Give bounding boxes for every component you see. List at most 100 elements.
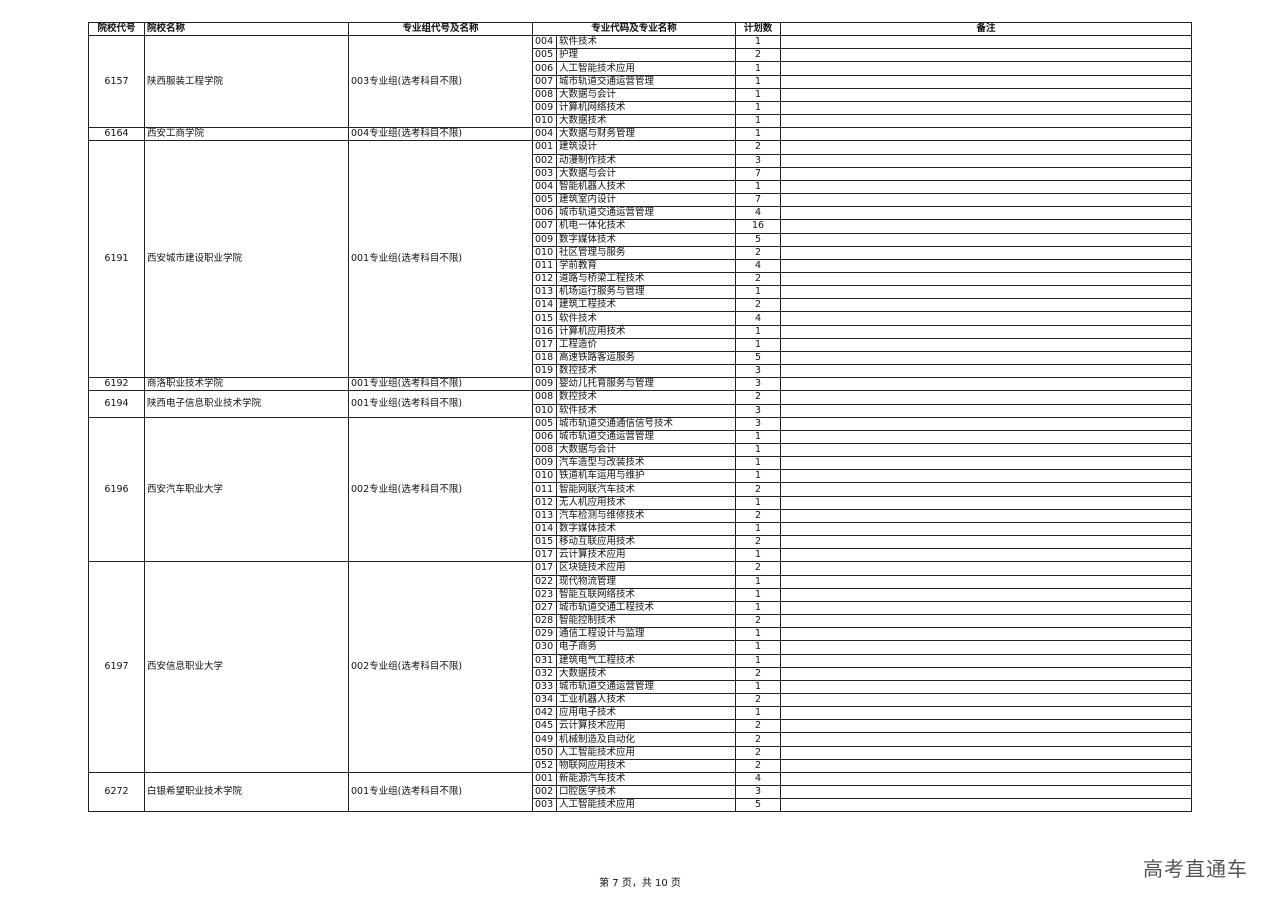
major-code: 003 <box>532 798 557 813</box>
plan-count: 2 <box>735 719 782 734</box>
college-code: 6157 <box>88 35 145 129</box>
note <box>780 719 1193 734</box>
table-row: 019 数控技术 3 <box>89 364 1193 379</box>
major-name: 机电一体化技术 <box>555 219 737 234</box>
major-code: 013 <box>532 508 557 523</box>
plan-count: 4 <box>735 771 782 787</box>
major-name: 移动互联应用技术 <box>555 535 737 550</box>
note <box>780 311 1193 326</box>
major-code: 010 <box>532 403 557 418</box>
college-name: 白银希望职业技术学院 <box>144 771 349 813</box>
major-name: 智能互联网络技术 <box>555 587 737 602</box>
major-code: 016 <box>532 324 557 339</box>
table-row: 6164 西安工商学院 004专业组(选考科目不限) 004 大数据与财务管理 1 <box>88 127 1193 142</box>
plan-count: 5 <box>735 798 782 813</box>
major-name: 汽车造型与改装技术 <box>555 456 737 471</box>
college-code: 6194 <box>88 390 145 418</box>
note <box>780 706 1193 721</box>
note <box>780 206 1193 221</box>
note <box>780 87 1193 102</box>
note <box>780 732 1193 747</box>
college-name: 西安信息职业大学 <box>144 561 349 773</box>
major-code: 017 <box>532 561 557 576</box>
major-name: 工业机器人技术 <box>555 692 737 708</box>
major-group: 003专业组(选考科目不限) <box>348 35 533 129</box>
note <box>780 429 1193 445</box>
note <box>780 600 1193 616</box>
note <box>780 692 1193 708</box>
plan-count: 1 <box>735 429 782 445</box>
major-name: 铁道机车运用与维护 <box>555 469 737 484</box>
table-row: 014 数字媒体技术 1 <box>89 521 1193 537</box>
major-code: 008 <box>532 87 557 102</box>
plan-count: 2 <box>735 614 782 629</box>
major-code: 015 <box>532 535 557 550</box>
major-name: 社区管理与服务 <box>555 245 737 260</box>
major-name: 大数据与会计 <box>555 442 737 458</box>
major-code: 027 <box>532 600 557 616</box>
admission-plan-table: 院校代号 院校名称 专业组代号及名称 专业代码及专业名称 计划数 备注 6157… <box>88 21 1193 813</box>
major-code: 030 <box>532 640 557 655</box>
plan-count: 1 <box>735 324 782 339</box>
major-name: 云计算技术应用 <box>555 548 737 563</box>
table-row: 002 口腔医学技术 3 <box>89 785 1193 800</box>
plan-count: 2 <box>735 535 782 550</box>
header-major: 专业代码及专业名称 <box>531 21 737 37</box>
major-name: 城市轨道交通运营管理 <box>555 429 737 445</box>
major-code: 045 <box>532 719 557 734</box>
major-code: 005 <box>532 193 557 208</box>
note <box>780 521 1193 537</box>
major-name: 计算机网络技术 <box>555 100 737 116</box>
plan-count: 2 <box>735 48 782 63</box>
plan-count: 1 <box>735 87 782 102</box>
plan-count: 1 <box>735 679 782 694</box>
note <box>780 627 1193 642</box>
plan-count: 1 <box>735 35 782 50</box>
major-name: 计算机应用技术 <box>555 324 737 339</box>
note <box>780 653 1193 668</box>
major-group: 002专业组(选考科目不限) <box>348 416 533 563</box>
plan-count: 3 <box>735 416 782 431</box>
major-name: 人工智能技术应用 <box>555 61 737 76</box>
plan-count: 1 <box>735 127 782 142</box>
plan-count: 2 <box>735 298 782 313</box>
major-name: 大数据与会计 <box>555 87 737 102</box>
plan-count: 3 <box>735 153 782 168</box>
note <box>780 258 1193 273</box>
college-name: 陕西电子信息职业技术学院 <box>144 390 349 418</box>
plan-count: 1 <box>735 495 782 510</box>
major-code: 008 <box>532 390 557 405</box>
note <box>780 548 1193 563</box>
major-name: 智能控制技术 <box>555 614 737 629</box>
major-code: 010 <box>532 469 557 484</box>
note <box>780 469 1193 484</box>
major-code: 007 <box>532 219 557 234</box>
note <box>780 508 1193 523</box>
note <box>780 785 1193 800</box>
college-name: 陕西服装工程学院 <box>144 35 349 129</box>
note <box>780 416 1193 431</box>
table-row: 032 大数据技术 2 <box>89 666 1193 681</box>
major-code: 009 <box>532 377 557 392</box>
major-code: 012 <box>532 271 557 287</box>
table-row: 023 智能互联网络技术 1 <box>89 587 1193 602</box>
major-code: 023 <box>532 587 557 602</box>
major-name: 新能源汽车技术 <box>555 771 737 787</box>
major-name: 应用电子技术 <box>555 706 737 721</box>
note <box>780 193 1193 208</box>
page-number: 第 7 页，共 10 页 <box>599 878 681 889</box>
major-name: 数控技术 <box>555 390 737 405</box>
major-name: 人工智能技术应用 <box>555 798 737 813</box>
major-name: 婴幼儿托育服务与管理 <box>555 377 737 392</box>
major-code: 050 <box>532 745 557 760</box>
note <box>780 745 1193 760</box>
major-name: 工程造价 <box>555 337 737 352</box>
major-code: 001 <box>532 140 557 155</box>
plan-count: 4 <box>735 258 782 273</box>
plan-count: 3 <box>735 364 782 379</box>
note <box>780 798 1193 813</box>
note <box>780 456 1193 471</box>
major-name: 云计算技术应用 <box>555 719 737 734</box>
major-code: 013 <box>532 285 557 300</box>
major-name: 道路与桥梁工程技术 <box>555 271 737 287</box>
